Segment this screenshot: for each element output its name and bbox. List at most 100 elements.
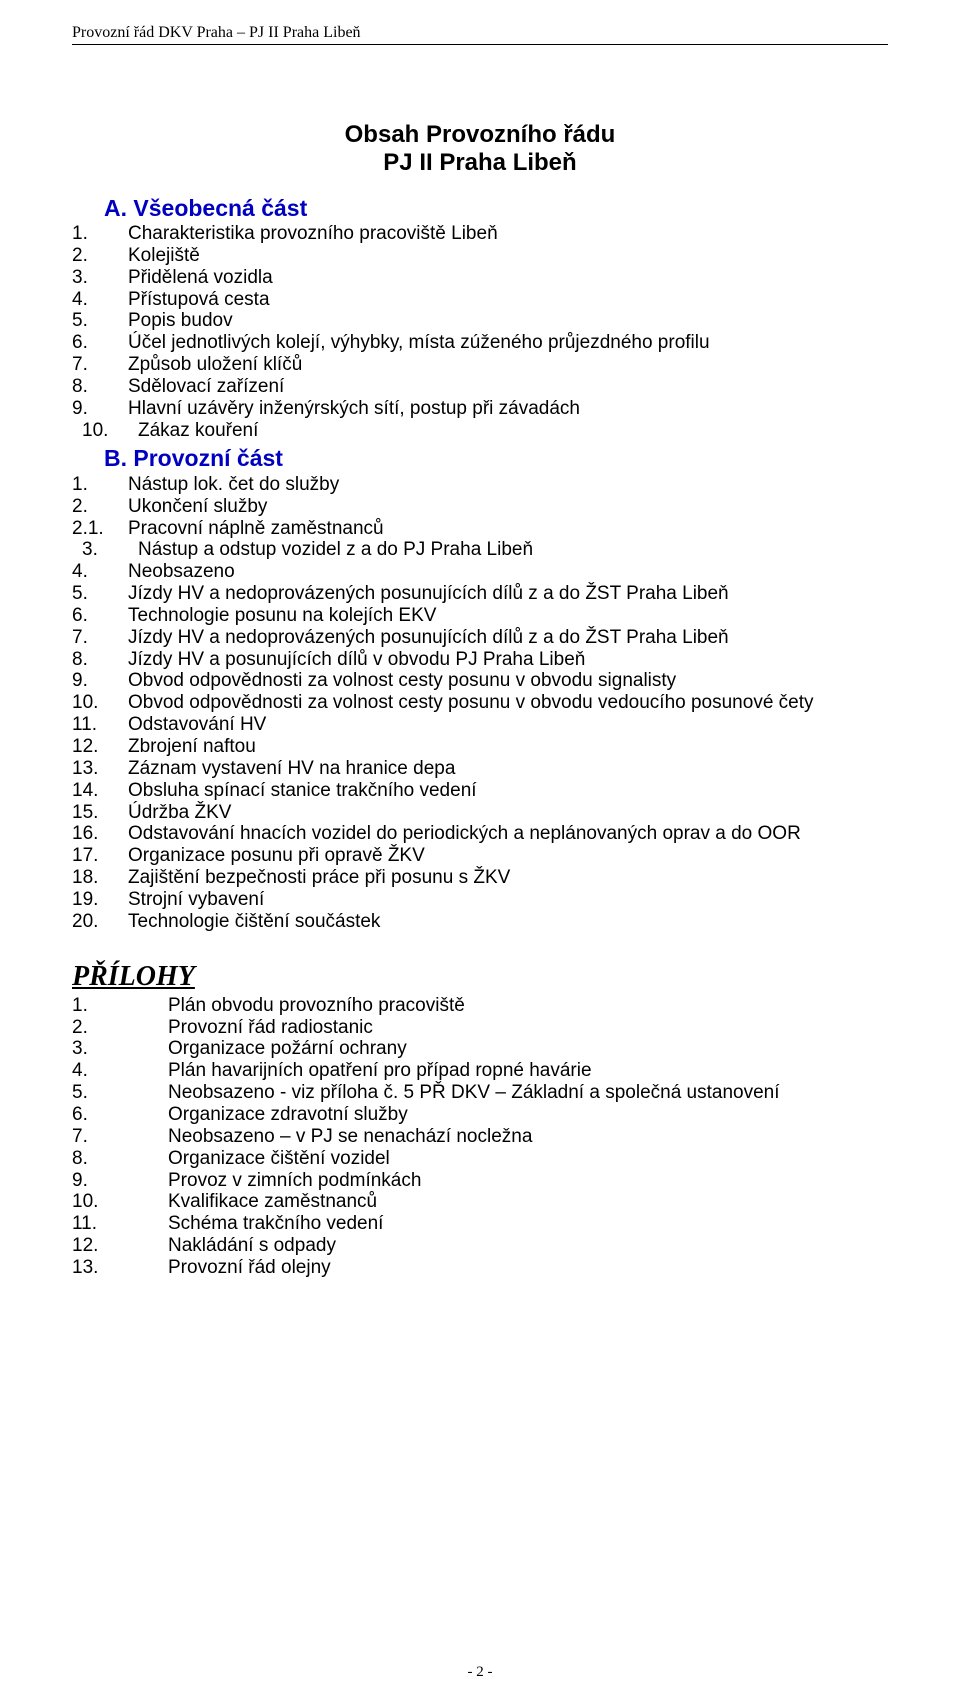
list-item-number: 20. xyxy=(72,911,128,933)
list-item-text: Sdělovací zařízení xyxy=(128,376,888,398)
list-item-number: 2.1. xyxy=(72,518,128,540)
list-item: 14.Obsluha spínací stanice trakčního ved… xyxy=(72,780,888,802)
list-item-text: Technologie posunu na kolejích EKV xyxy=(128,605,888,627)
list-item: 11.Odstavování HV xyxy=(72,714,888,736)
list-item-text: Ukončení služby xyxy=(128,496,888,518)
list-item: 15.Údržba ŽKV xyxy=(72,802,888,824)
list-item-text: Hlavní uzávěry inženýrských sítí, postup… xyxy=(128,398,888,420)
list-item-text: Neobsazeno xyxy=(128,561,888,583)
list-item-number: 3. xyxy=(72,1038,168,1060)
list-item-number: 6. xyxy=(72,605,128,627)
list-item: 2.1.Pracovní náplně zaměstnanců xyxy=(72,518,888,540)
list-item-number: 6. xyxy=(72,332,128,354)
list-item: 6.Technologie posunu na kolejích EKV xyxy=(72,605,888,627)
list-item-text: Provozní řád olejny xyxy=(168,1257,888,1279)
list-item-number: 12. xyxy=(72,736,128,758)
list-item-number: 12. xyxy=(72,1235,168,1257)
list-item-text: Účel jednotlivých kolejí, výhybky, místa… xyxy=(128,332,888,354)
list-item-text: Nástup a odstup vozidel z a do PJ Praha … xyxy=(138,539,888,561)
list-item-number: 1. xyxy=(72,223,128,245)
list-item-number: 4. xyxy=(72,1060,168,1082)
list-item-number: 11. xyxy=(72,714,128,736)
list-item-text: Kvalifikace zaměstnanců xyxy=(168,1191,888,1213)
list-item: 17.Organizace posunu při opravě ŽKV xyxy=(72,845,888,867)
list-item: 6.Účel jednotlivých kolejí, výhybky, mís… xyxy=(72,332,888,354)
list-item-number: 5. xyxy=(72,1082,168,1104)
list-item-text: Plán obvodu provozního pracoviště xyxy=(168,995,888,1017)
list-item-number: 18. xyxy=(72,867,128,889)
list-item-text: Neobsazeno – v PJ se nenachází nocležna xyxy=(168,1126,888,1148)
list-item: 3.Nástup a odstup vozidel z a do PJ Prah… xyxy=(72,539,888,561)
list-item-text: Organizace požární ochrany xyxy=(168,1038,888,1060)
attachments-heading: PŘÍLOHY xyxy=(72,961,888,993)
list-item: 7.Neobsazeno – v PJ se nenachází nocležn… xyxy=(72,1126,888,1148)
list-item-number: 7. xyxy=(72,627,128,649)
list-item-number: 9. xyxy=(72,398,128,420)
list-item: 11.Schéma trakčního vedení xyxy=(72,1213,888,1235)
list-item: 4.Neobsazeno xyxy=(72,561,888,583)
list-item: 3.Přidělená vozidla xyxy=(72,267,888,289)
title-line-1: Obsah Provozního řádu xyxy=(72,121,888,149)
list-item: 7.Způsob uložení klíčů xyxy=(72,354,888,376)
list-item-text: Záznam vystavení HV na hranice depa xyxy=(128,758,888,780)
list-item-text: Provozní řád radiostanic xyxy=(168,1017,888,1039)
list-item-number: 5. xyxy=(72,583,128,605)
section-b-list: 1.Nástup lok. čet do služby2.Ukončení sl… xyxy=(72,474,888,933)
list-item: 8.Organizace čištění vozidel xyxy=(72,1148,888,1170)
list-item-number: 3. xyxy=(72,267,128,289)
list-item-text: Odstavování HV xyxy=(128,714,888,736)
list-item: 18.Zajištění bezpečnosti práce při posun… xyxy=(72,867,888,889)
list-item-text: Organizace zdravotní služby xyxy=(168,1104,888,1126)
list-item-number: 8. xyxy=(72,376,128,398)
page-number: - 2 - xyxy=(0,1664,960,1681)
list-item-text: Obsluha spínací stanice trakčního vedení xyxy=(128,780,888,802)
list-item-text: Kolejiště xyxy=(128,245,888,267)
list-item-text: Organizace posunu při opravě ŽKV xyxy=(128,845,888,867)
list-item-text: Provoz v zimních podmínkách xyxy=(168,1170,888,1192)
list-item: 6.Organizace zdravotní služby xyxy=(72,1104,888,1126)
list-item-text: Technologie čištění součástek xyxy=(128,911,888,933)
list-item: 3.Organizace požární ochrany xyxy=(72,1038,888,1060)
title-line-2: PJ II Praha Libeň xyxy=(72,149,888,177)
list-item-number: 5. xyxy=(72,310,128,332)
list-item-text: Organizace čištění vozidel xyxy=(168,1148,888,1170)
list-item-number: 2. xyxy=(72,496,128,518)
list-item-number: 14. xyxy=(72,780,128,802)
list-item: 20.Technologie čištění součástek xyxy=(72,911,888,933)
list-item-number: 3. xyxy=(72,539,138,561)
list-item: 2.Provozní řád radiostanic xyxy=(72,1017,888,1039)
list-item-number: 6. xyxy=(72,1104,168,1126)
list-item: 1.Plán obvodu provozního pracoviště xyxy=(72,995,888,1017)
list-item-number: 15. xyxy=(72,802,128,824)
list-item: 4.Přístupová cesta xyxy=(72,289,888,311)
list-item: 13.Záznam vystavení HV na hranice depa xyxy=(72,758,888,780)
list-item-text: Obvod odpovědnosti za volnost cesty posu… xyxy=(128,670,888,692)
list-item-text: Jízdy HV a posunujících dílů v obvodu PJ… xyxy=(128,649,888,671)
list-item: 16.Odstavování hnacích vozidel do period… xyxy=(72,823,888,845)
list-item-number: 2. xyxy=(72,1017,168,1039)
page-title: Obsah Provozního řádu PJ II Praha Libeň xyxy=(72,121,888,176)
list-item-text: Způsob uložení klíčů xyxy=(128,354,888,376)
list-item: 10.Obvod odpovědnosti za volnost cesty p… xyxy=(72,692,888,714)
list-item: 1.Nástup lok. čet do služby xyxy=(72,474,888,496)
list-item-text: Plán havarijních opatření pro případ rop… xyxy=(168,1060,888,1082)
list-item-number: 2. xyxy=(72,245,128,267)
section-a-heading: A. Všeobecná část xyxy=(72,195,888,221)
list-item: 5.Neobsazeno - viz příloha č. 5 PŘ DKV –… xyxy=(72,1082,888,1104)
list-item-text: Nástup lok. čet do služby xyxy=(128,474,888,496)
list-item-text: Jízdy HV a nedoprovázených posunujících … xyxy=(128,627,888,649)
list-item: 1.Charakteristika provozního pracoviště … xyxy=(72,223,888,245)
list-item-number: 4. xyxy=(72,289,128,311)
list-item: 9.Provoz v zimních podmínkách xyxy=(72,1170,888,1192)
list-item-number: 8. xyxy=(72,1148,168,1170)
section-a-list: 1.Charakteristika provozního pracoviště … xyxy=(72,223,888,441)
list-item: 12.Zbrojení naftou xyxy=(72,736,888,758)
list-item: 9.Hlavní uzávěry inženýrských sítí, post… xyxy=(72,398,888,420)
list-item: 5.Popis budov xyxy=(72,310,888,332)
list-item-text: Neobsazeno - viz příloha č. 5 PŘ DKV – Z… xyxy=(168,1082,888,1104)
list-item-text: Pracovní náplně zaměstnanců xyxy=(128,518,888,540)
document-page: Provozní řád DKV Praha – PJ II Praha Lib… xyxy=(0,0,960,1699)
list-item-number: 4. xyxy=(72,561,128,583)
list-item: 10.Kvalifikace zaměstnanců xyxy=(72,1191,888,1213)
list-item-text: Zbrojení naftou xyxy=(128,736,888,758)
